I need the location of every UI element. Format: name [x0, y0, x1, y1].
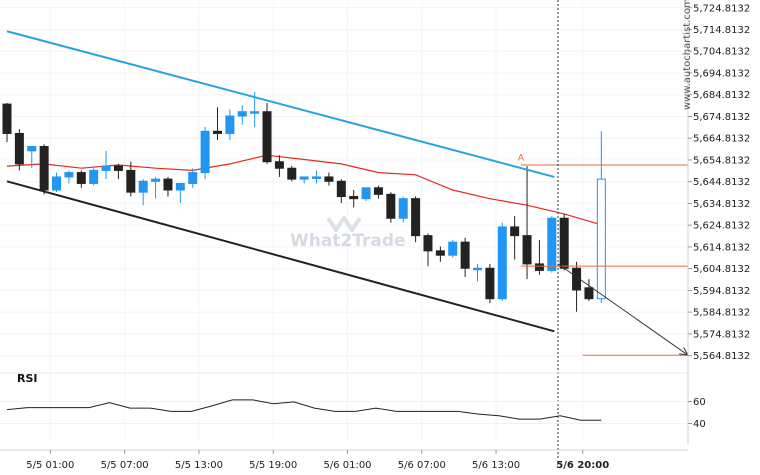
candle-body — [522, 235, 532, 265]
candle-body — [113, 165, 123, 171]
support-line — [6, 180, 555, 333]
candle-body — [2, 103, 12, 134]
y-tick-label: 5,624.8132 — [693, 221, 750, 232]
x-tick-label: 5/5 13:00 — [175, 460, 223, 471]
horizontal-levels — [520, 0, 688, 460]
x-tick-label: 5/5 01:00 — [26, 460, 74, 471]
candle-body — [64, 172, 74, 178]
candle-body — [361, 187, 371, 200]
candle-body — [14, 132, 24, 165]
candle-body — [584, 287, 594, 300]
projection-arrow-line — [557, 263, 689, 356]
x-tick-label: 5/6 01:00 — [323, 460, 371, 471]
candle-body — [510, 226, 520, 237]
y-tick-label: 5,684.8132 — [693, 90, 750, 101]
x-tick-label: 5/5 19:00 — [249, 460, 297, 471]
candle-body — [188, 172, 198, 184]
y-tick-label: 5,584.8132 — [693, 308, 750, 319]
x-tick-label: 5/6 20:00 — [556, 460, 609, 471]
candle-body — [138, 180, 148, 193]
candle-body — [126, 169, 136, 193]
candle-body — [473, 267, 483, 271]
rsi-panel: RSI 60 40 — [0, 372, 706, 430]
y-tick-label: 5,574.8132 — [693, 329, 750, 340]
candle-body — [336, 180, 346, 198]
watermark-text: What2Trade — [290, 231, 406, 251]
rsi-tick-label: 40 — [693, 419, 706, 430]
y-tick-label: 5,674.8132 — [693, 112, 750, 123]
candle-body — [423, 235, 433, 252]
rsi-tick-label: 60 — [693, 397, 706, 408]
candle-body — [163, 178, 173, 191]
watermark: What2Trade — [290, 216, 406, 251]
y-axis: 5,724.8132 5,714.8132 5,704.8132 5,694.8132… — [687, 0, 750, 445]
candle-body — [386, 193, 396, 219]
y-tick-label: 5,704.8132 — [693, 47, 750, 58]
candle-body — [89, 169, 99, 184]
candle-body — [101, 165, 111, 171]
y-tick-label: 5,694.8132 — [693, 68, 750, 79]
y-tick-label: 5,664.8132 — [693, 134, 750, 145]
candle-body — [460, 241, 470, 269]
candle-body — [485, 267, 495, 300]
candle-body — [559, 217, 569, 269]
candle-body — [411, 198, 421, 237]
candle-body — [373, 187, 383, 195]
candle-body — [52, 176, 62, 191]
candle-body — [237, 111, 247, 117]
candle-body — [324, 176, 334, 182]
candles — [2, 92, 606, 312]
watermark-logo-icon — [326, 216, 362, 232]
candle-body — [497, 226, 507, 300]
y-tick-label: 5,634.8132 — [693, 199, 750, 210]
candle-body — [39, 145, 49, 191]
resistance-line — [6, 30, 555, 178]
x-tick-label: 5/6 07:00 — [398, 460, 446, 471]
candle-body — [274, 161, 284, 169]
candle-body — [151, 178, 161, 182]
candle-body — [76, 172, 86, 184]
rsi-label: RSI — [17, 372, 38, 385]
y-tick-label: 5,714.8132 — [693, 25, 750, 36]
candle-body — [225, 115, 235, 134]
pattern-marker-label: A — [518, 154, 525, 164]
pattern-marker: A — [518, 154, 525, 164]
candle-body — [262, 111, 272, 163]
candle-body — [572, 267, 582, 291]
candle-body — [175, 182, 185, 191]
candle-body — [534, 263, 544, 271]
x-tick-label: 5/6 13:00 — [472, 460, 520, 471]
y-tick-label: 5,644.8132 — [693, 177, 750, 188]
candle-body — [287, 167, 297, 180]
side-credit: www.autochartist.com — [682, 0, 693, 110]
candle-body — [596, 178, 606, 300]
y-tick-label: 5,564.8132 — [693, 351, 750, 362]
candle-body — [212, 130, 222, 134]
candle-body — [349, 196, 359, 200]
candle-body — [250, 111, 260, 114]
y-tick-label: 5,604.8132 — [693, 264, 750, 275]
candle-body — [200, 130, 210, 174]
y-tick-label: 5,654.8132 — [693, 155, 750, 166]
candle-body — [398, 198, 408, 219]
candle-body — [435, 250, 445, 256]
candle-body — [448, 241, 458, 256]
x-tick-label: 5/5 07:00 — [101, 460, 149, 471]
y-tick-label: 5,614.8132 — [693, 242, 750, 253]
rsi-line — [6, 399, 602, 421]
candle-body — [547, 217, 557, 271]
candle-body — [27, 145, 37, 152]
y-tick-label: 5,724.8132 — [693, 3, 750, 14]
candle-body — [299, 176, 309, 180]
x-axis: 5/5 01:00 5/5 07:00 5/5 13:00 5/5 19:00 5/6 … — [0, 449, 688, 471]
y-tick-label: 5,594.8132 — [693, 286, 750, 297]
candle-body — [312, 176, 322, 179]
